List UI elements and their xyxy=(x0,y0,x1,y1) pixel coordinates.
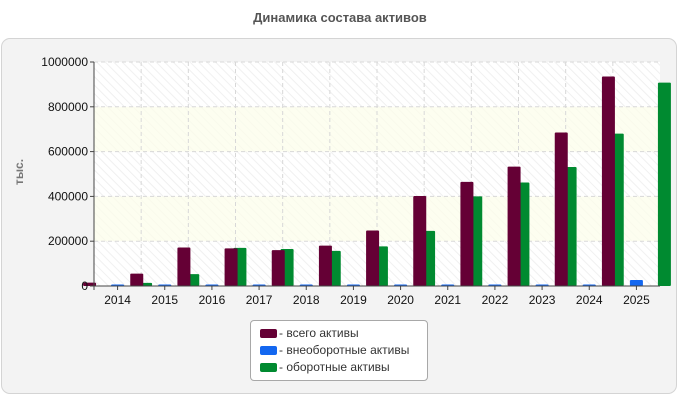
y-tick-label: 400000 xyxy=(48,189,88,203)
y-axis-label: тыс. xyxy=(12,159,26,185)
bar-total-assets xyxy=(554,132,568,286)
x-tick-label: 2017 xyxy=(246,293,273,307)
bar-total-assets xyxy=(130,273,144,286)
legend-swatch-current-assets xyxy=(260,363,277,372)
legend-label-noncurrent-assets: - внеоборотные активы xyxy=(279,343,410,357)
bar-total-assets xyxy=(601,76,615,286)
legend-label-total-assets: - всего активы xyxy=(279,326,359,340)
y-tick-label: 1000000 xyxy=(41,55,88,69)
bar-total-assets xyxy=(177,247,191,286)
x-tick-label: 2016 xyxy=(199,293,226,307)
bar-total-assets xyxy=(460,181,474,286)
legend-item-total-assets: - всего активы xyxy=(260,325,427,342)
y-tick-label: 800000 xyxy=(48,100,88,114)
x-tick-label: 2015 xyxy=(151,293,178,307)
x-tick-label: 2020 xyxy=(387,293,414,307)
x-tick-label: 2023 xyxy=(529,293,556,307)
bar-total-assets xyxy=(224,248,238,286)
x-tick-label: 2025 xyxy=(623,293,650,307)
legend-swatch-total-assets xyxy=(260,329,277,338)
y-tick-label: 0 xyxy=(81,279,88,293)
bar-total-assets xyxy=(413,195,427,286)
y-tick-label: 600000 xyxy=(48,145,88,159)
x-tick-label: 2018 xyxy=(293,293,320,307)
legend-swatch-noncurrent-assets xyxy=(260,346,277,355)
bar-current-assets xyxy=(657,82,671,286)
x-tick-label: 2022 xyxy=(482,293,509,307)
bar-total-assets xyxy=(366,230,380,286)
x-tick-label: 2024 xyxy=(576,293,603,307)
bar-total-assets xyxy=(507,166,521,286)
x-tick-label: 2014 xyxy=(104,293,131,307)
legend-label-current-assets: - оборотные активы xyxy=(279,360,390,374)
x-tick-label: 2021 xyxy=(434,293,461,307)
legend-item-current-assets: - оборотные активы xyxy=(260,359,427,376)
legend-item-noncurrent-assets: - внеоборотные активы xyxy=(260,342,427,359)
bar-noncurrent-assets xyxy=(629,279,643,286)
bar-total-assets xyxy=(83,282,97,286)
bar-total-assets xyxy=(318,245,332,286)
x-tick-label: 2019 xyxy=(340,293,367,307)
y-tick-label: 200000 xyxy=(48,234,88,248)
chart-legend: - всего активы - внеоборотные активы - о… xyxy=(250,320,428,381)
chart-title: Динамика состава активов xyxy=(253,10,427,25)
bar-total-assets xyxy=(271,250,285,286)
